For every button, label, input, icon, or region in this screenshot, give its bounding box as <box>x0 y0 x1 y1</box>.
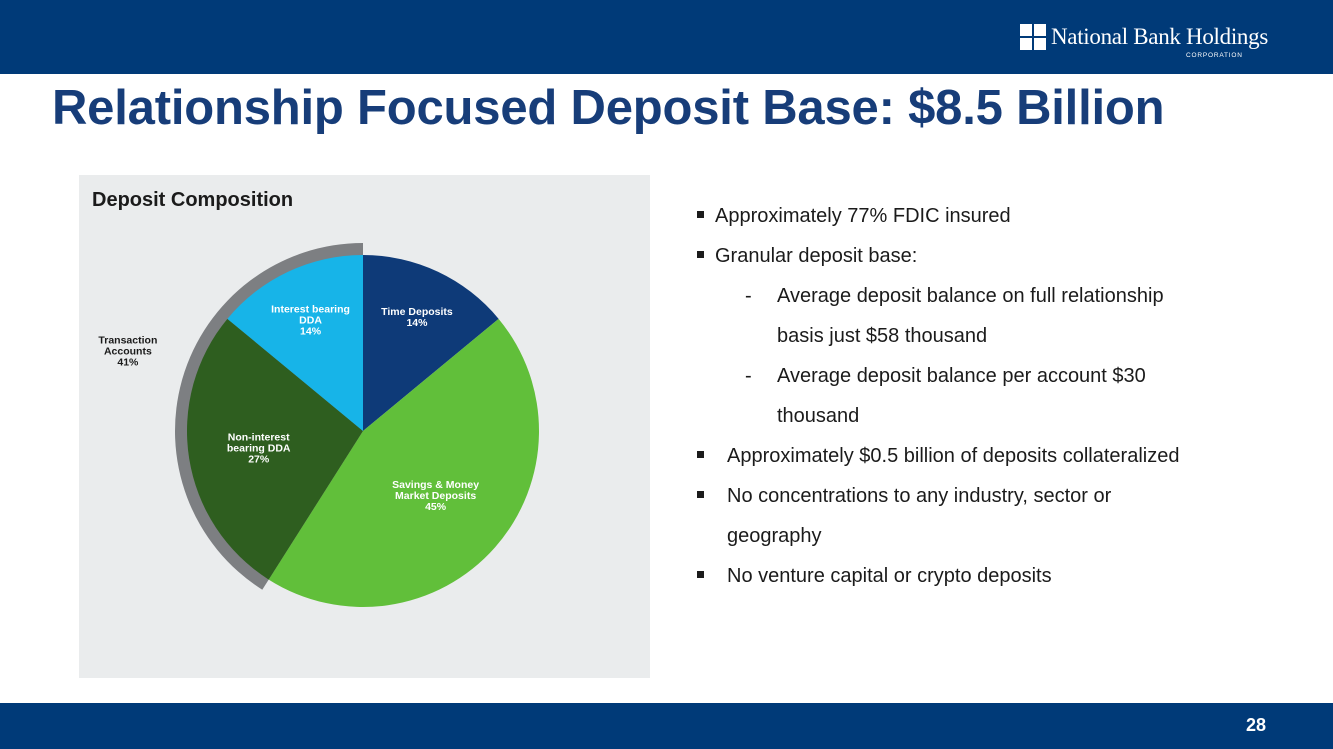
logo-name: National Bank Holdings <box>1051 24 1268 49</box>
logo-mark-icon <box>1020 24 1046 50</box>
header-band <box>0 0 1333 74</box>
logo-subtitle: CORPORATION <box>1186 52 1243 59</box>
bullet-list: Approximately 77% FDIC insured Granular d… <box>697 196 1307 596</box>
bullet-text: geography <box>727 525 822 547</box>
group-label-transaction-accounts: Transaction Accounts 41% <box>98 335 157 369</box>
slice-label-time-deposits: Time Deposits 14% <box>381 306 453 329</box>
bullet-item: Approximately $0.5 billion of deposits c… <box>697 436 1307 476</box>
footer-band <box>0 703 1333 749</box>
bullet-item: geography <box>697 516 1307 556</box>
bullet-item: Granular deposit base: <box>697 236 1307 276</box>
bullet-text: Average deposit balance on full relation… <box>777 285 1164 307</box>
slice-non-interest-bearing-dda <box>187 318 363 580</box>
bullet-item: Approximately 77% FDIC insured <box>697 196 1307 236</box>
bullet-text: thousand <box>777 405 860 427</box>
slice-savings-money-market-deposits <box>268 318 539 607</box>
slice-label-savings-money-market-deposits: Savings & Money Market Deposits 45% <box>392 479 479 513</box>
bullet-item: No concentrations to any industry, secto… <box>697 476 1307 516</box>
sub-bullet-item: - Average deposit balance per account $30 <box>697 356 1307 396</box>
chart-title: Deposit Composition <box>92 189 294 211</box>
bullet-text: Approximately 77% FDIC insured <box>715 205 1011 227</box>
slice-label-interest-bearing-dda: Interest bearing DDA 14% <box>271 304 350 338</box>
bullet-text: Average deposit balance per account $30 <box>777 365 1146 387</box>
slice-label-non-interest-bearing-dda: Non-interest bearing DDA 27% <box>227 432 291 466</box>
slide-title: Relationship Focused Deposit Base: $8.5 … <box>52 81 1165 135</box>
slice-time-deposits <box>363 255 499 431</box>
pie-chart: Time Deposits 14% Savings & Money Market De… <box>98 243 539 607</box>
sub-bullet-item: - Average deposit balance on full relatio… <box>697 276 1307 316</box>
bullet-item: No venture capital or crypto deposits <box>697 556 1307 596</box>
page-number: 28 <box>1245 715 1266 735</box>
dash-marker: - <box>745 365 752 387</box>
chart-panel: Deposit Composition Time Deposits 14% Savi… <box>79 175 650 678</box>
dash-marker: - <box>745 285 752 307</box>
bullet-text: Granular deposit base: <box>715 245 918 267</box>
sub-bullet-item: basis just $58 thousand <box>697 316 1307 356</box>
sub-bullet-item: thousand <box>697 396 1307 436</box>
bullet-text: basis just $58 thousand <box>777 325 988 347</box>
bullet-text: No concentrations to any industry, secto… <box>727 485 1112 507</box>
bullet-text: Approximately $0.5 billion of deposits c… <box>727 445 1180 467</box>
slice-interest-bearing-dda <box>227 255 363 431</box>
bullet-text: No venture capital or crypto deposits <box>727 565 1052 587</box>
